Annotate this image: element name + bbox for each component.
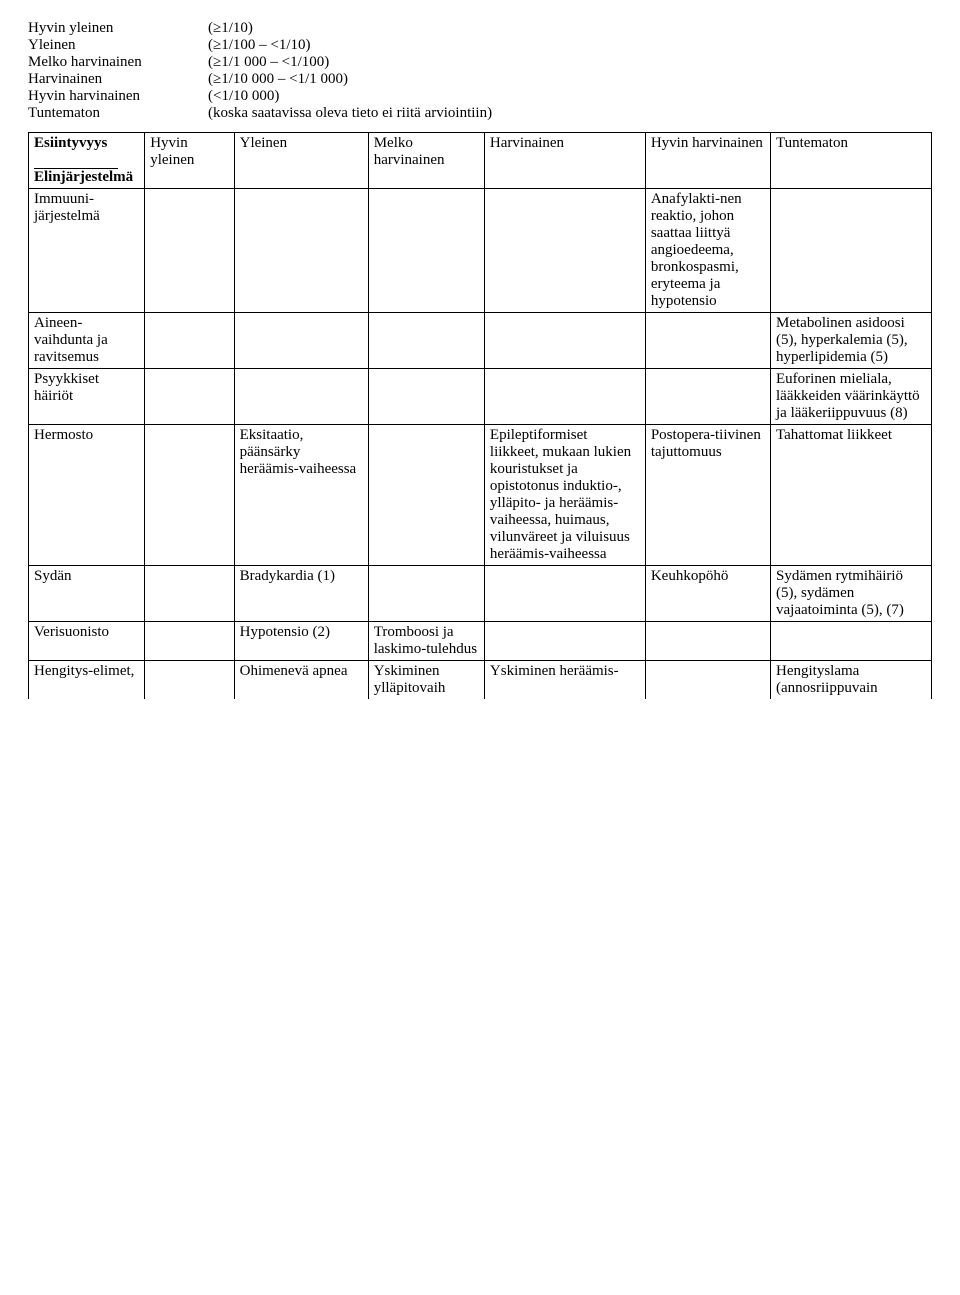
cell-common: Bradykardia (1) [234,566,368,622]
header-system: Esiintyvyys Elinjärjestelmä [29,133,145,189]
def-label: Yleinen [28,37,208,54]
cell-uncommon [368,369,484,425]
cell-system: Sydän [29,566,145,622]
cell-uncommon [368,566,484,622]
cell-very-common [145,313,234,369]
cell-system: Hermosto [29,425,145,566]
header-very-common: Hyvin yleinen [145,133,234,189]
cell-system: Aineen-vaihdunta ja ravitsemus [29,313,145,369]
cell-system: Verisuonisto [29,622,145,661]
cell-unknown: Hengityslama (annosriippuvain [771,661,932,700]
def-label: Hyvin harvinainen [28,88,208,105]
cell-rare [484,313,645,369]
cell-rare: Epileptiformiset liikkeet, mukaan lukien… [484,425,645,566]
cell-very-rare: Postopera-tiivinen tajuttomuus [645,425,770,566]
def-value: (koska saatavissa oleva tieto ei riitä a… [208,105,932,122]
header-very-rare: Hyvin harvinainen [645,133,770,189]
cell-very-common [145,661,234,700]
cell-common [234,189,368,313]
cell-very-common [145,425,234,566]
cell-very-common [145,369,234,425]
table-row: Sydän Bradykardia (1) Keuhkopöhö Sydämen… [29,566,932,622]
table-row: Aineen-vaihdunta ja ravitsemus Metabolin… [29,313,932,369]
cell-unknown: Sydämen rytmihäiriö (5), sydämen vajaato… [771,566,932,622]
header-system-top: Esiintyvyys [34,135,107,151]
def-value: (≥1/100 – <1/10) [208,37,932,54]
table-row: Hermosto Eksitaatio, päänsärky heräämis-… [29,425,932,566]
header-unknown: Tuntematon [771,133,932,189]
cell-very-rare: Keuhkopöhö [645,566,770,622]
adverse-effects-table: Esiintyvyys Elinjärjestelmä Hyvin yleine… [28,132,932,699]
def-label: Hyvin yleinen [28,20,208,37]
def-label: Tuntematon [28,105,208,122]
cell-unknown: Euforinen mieliala, lääkkeiden väärinkäy… [771,369,932,425]
cell-very-rare: Anafylakti-nen reaktio, johon saattaa li… [645,189,770,313]
cell-system: Hengitys-elimet, [29,661,145,700]
header-blank-line [34,153,118,169]
table-row: Hengitys-elimet, Ohimenevä apnea Yskimin… [29,661,932,700]
table-row: Verisuonisto Hypotensio (2) Tromboosi ja… [29,622,932,661]
cell-common: Hypotensio (2) [234,622,368,661]
cell-system: Immuuni-järjestelmä [29,189,145,313]
cell-rare [484,566,645,622]
def-value: (≥1/1 000 – <1/100) [208,54,932,71]
cell-very-rare [645,661,770,700]
def-label: Melko harvinainen [28,54,208,71]
def-row: Tuntematon (koska saatavissa oleva tieto… [28,105,932,122]
header-system-bottom: Elinjärjestelmä [34,169,133,185]
header-rare: Harvinainen [484,133,645,189]
def-row: Harvinainen (≥1/10 000 – <1/1 000) [28,71,932,88]
frequency-definitions: Hyvin yleinen (≥1/10) Yleinen (≥1/100 – … [28,20,932,122]
table-row: Immuuni-järjestelmä Anafylakti-nen reakt… [29,189,932,313]
def-value: (<1/10 000) [208,88,932,105]
cell-system: Psyykkiset häiriöt [29,369,145,425]
cell-rare [484,369,645,425]
def-label: Harvinainen [28,71,208,88]
table-header-row: Esiintyvyys Elinjärjestelmä Hyvin yleine… [29,133,932,189]
cell-common [234,313,368,369]
def-row: Hyvin yleinen (≥1/10) [28,20,932,37]
table-row: Psyykkiset häiriöt Euforinen mieliala, l… [29,369,932,425]
def-row: Melko harvinainen (≥1/1 000 – <1/100) [28,54,932,71]
cell-unknown: Tahattomat liikkeet [771,425,932,566]
cell-very-rare [645,313,770,369]
cell-very-common [145,189,234,313]
header-common: Yleinen [234,133,368,189]
cell-very-rare [645,622,770,661]
cell-very-rare [645,369,770,425]
cell-common [234,369,368,425]
cell-very-common [145,622,234,661]
def-row: Hyvin harvinainen (<1/10 000) [28,88,932,105]
cell-uncommon: Yskiminen ylläpitovaih [368,661,484,700]
def-value: (≥1/10 000 – <1/1 000) [208,71,932,88]
cell-unknown: Metabolinen asidoosi (5), hyperkalemia (… [771,313,932,369]
cell-uncommon [368,189,484,313]
cell-rare [484,189,645,313]
def-value: (≥1/10) [208,20,932,37]
cell-common: Ohimenevä apnea [234,661,368,700]
header-uncommon: Melko harvinainen [368,133,484,189]
cell-very-common [145,566,234,622]
cell-unknown [771,189,932,313]
def-row: Yleinen (≥1/100 – <1/10) [28,37,932,54]
cell-rare [484,622,645,661]
cell-uncommon: Tromboosi ja laskimo-tulehdus [368,622,484,661]
cell-uncommon [368,313,484,369]
cell-uncommon [368,425,484,566]
cell-common: Eksitaatio, päänsärky heräämis-vaiheessa [234,425,368,566]
cell-unknown [771,622,932,661]
cell-rare: Yskiminen heräämis- [484,661,645,700]
